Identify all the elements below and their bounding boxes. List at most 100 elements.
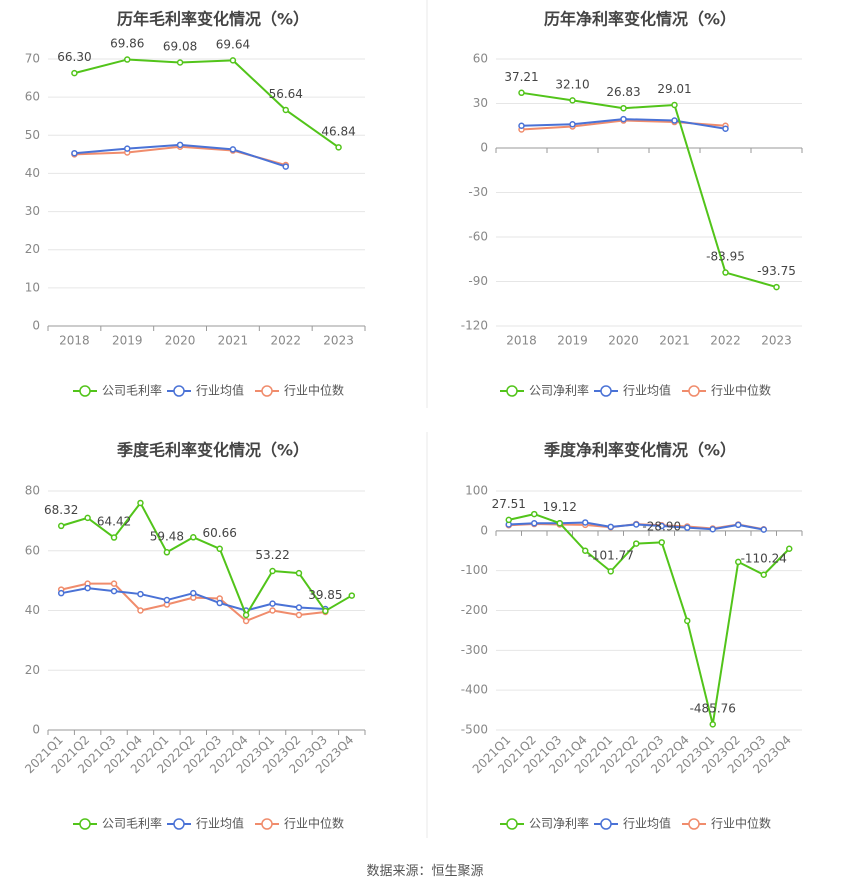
data-point: [671, 117, 678, 124]
data-point: [176, 59, 184, 66]
data-point: [190, 534, 197, 541]
y-tick-label: 0: [32, 723, 40, 737]
legend-item-company[interactable]: 公司净利率: [500, 383, 589, 398]
legend: 公司净利率 行业均值 行业中位数: [500, 816, 771, 831]
data-label: 69.86: [110, 37, 144, 51]
data-point: [773, 283, 780, 291]
legend-item-company[interactable]: 公司毛利率: [73, 816, 162, 831]
data-point: [760, 571, 767, 578]
data-point: [518, 122, 525, 129]
data-label: -485.76: [690, 701, 736, 715]
legend-label: 行业均值: [196, 383, 244, 398]
series-industry_avg: [518, 115, 729, 132]
legend-item-company[interactable]: 公司净利率: [500, 816, 589, 831]
legend-marker-icon: [261, 385, 273, 397]
legend-marker-icon: [600, 818, 612, 830]
legend-item-company[interactable]: 公司毛利率: [73, 383, 162, 398]
legend-item-industry_avg[interactable]: 行业均值: [167, 383, 244, 398]
legend-label: 行业均值: [623, 383, 671, 398]
legend-label: 行业中位数: [284, 816, 344, 831]
data-point: [269, 567, 276, 575]
data-label: 26.83: [606, 85, 640, 99]
legend-label: 行业中位数: [711, 816, 771, 831]
data-point: [137, 499, 144, 507]
series-industry_avg: [505, 519, 767, 533]
legend-marker-icon: [79, 385, 91, 397]
data-point: [348, 592, 356, 599]
x-tick-label: 2023: [323, 334, 354, 348]
y-tick-label: 60: [25, 90, 40, 104]
legend-label: 行业中位数: [711, 383, 771, 398]
y-tick-label: 60: [473, 52, 488, 66]
data-point: [684, 617, 691, 625]
legend-marker-icon: [79, 818, 91, 830]
legend-marker-icon: [261, 818, 273, 830]
x-tick-label: 2023: [761, 334, 792, 348]
y-tick-label: -30: [468, 185, 488, 199]
legend-marker-icon: [173, 818, 185, 830]
legend-label: 公司毛利率: [102, 816, 162, 831]
data-point: [760, 526, 767, 533]
data-point: [709, 525, 716, 533]
data-point: [295, 569, 303, 577]
x-tick-label: 2022: [270, 334, 301, 348]
legend-item-industry_avg[interactable]: 行业均值: [594, 816, 671, 831]
source-text: 数据来源：恒生聚源: [366, 864, 484, 879]
data-point: [295, 611, 303, 619]
data-point: [110, 534, 118, 541]
y-tick-label: 20: [25, 242, 40, 256]
chart-title: 历年毛利率变化情况（%）: [117, 10, 309, 29]
data-label: 19.12: [543, 500, 577, 514]
series-line-company: [521, 91, 777, 289]
legend-item-industry_median[interactable]: 行业中位数: [255, 816, 344, 831]
data-label: -93.75: [757, 264, 796, 278]
data-label: 53.22: [255, 548, 289, 562]
data-point: [607, 568, 614, 575]
series-company: 27.51 19.12 -101.77 -28.90 -485.76 -110.24: [492, 497, 793, 728]
y-tick-label: -500: [461, 723, 488, 737]
data-point: [671, 101, 678, 109]
series-company: 68.32 64.42 59.48 60.66 53.22 39.85: [44, 499, 356, 619]
data-point: [84, 584, 91, 592]
legend-item-industry_avg[interactable]: 行业均值: [594, 383, 671, 398]
data-point: [124, 56, 131, 63]
data-point: [110, 587, 118, 595]
y-tick-label: 50: [25, 128, 40, 142]
legend-label: 公司净利率: [529, 383, 589, 398]
data-point: [84, 514, 91, 522]
y-tick-label: 20: [25, 663, 40, 677]
data-label: 64.42: [97, 515, 131, 529]
legend-item-industry_median[interactable]: 行业中位数: [682, 816, 771, 831]
legend-item-industry_median[interactable]: 行业中位数: [682, 383, 771, 398]
data-label: 56.64: [269, 87, 303, 101]
data-point: [242, 617, 250, 625]
chart-panel-2: 历年净利率变化情况（%） -120 -90 -60 -30 0 30 60 2018 2019 20…: [461, 10, 803, 398]
data-label: 66.30: [57, 50, 91, 64]
data-point: [137, 590, 144, 598]
chart-title: 历年净利率变化情况（%）: [544, 10, 736, 29]
series-industry_avg: [57, 584, 329, 614]
legend: 公司毛利率 行业均值 行业中位数: [73, 383, 344, 398]
data-point: [633, 540, 640, 547]
y-tick-label: 0: [480, 523, 488, 537]
data-label: 29.01: [657, 82, 691, 96]
legend-label: 行业均值: [196, 816, 244, 831]
data-point: [71, 149, 78, 157]
y-tick-label: 100: [465, 484, 488, 498]
data-point: [633, 521, 640, 528]
data-point: [216, 545, 223, 553]
y-tick-label: -120: [461, 319, 488, 333]
data-point: [569, 97, 576, 104]
y-tick-label: 40: [25, 603, 40, 617]
data-point: [709, 721, 716, 728]
data-point: [124, 145, 131, 152]
data-point: [269, 600, 276, 607]
data-label: 68.32: [44, 503, 78, 517]
data-point: [190, 589, 197, 597]
legend-item-industry_avg[interactable]: 行业均值: [167, 816, 244, 831]
legend-item-industry_median[interactable]: 行业中位数: [255, 383, 344, 398]
x-tick-label: 2019: [557, 334, 588, 348]
y-tick-label: 30: [25, 204, 40, 218]
chart-title: 季度毛利率变化情况（%）: [116, 441, 309, 460]
